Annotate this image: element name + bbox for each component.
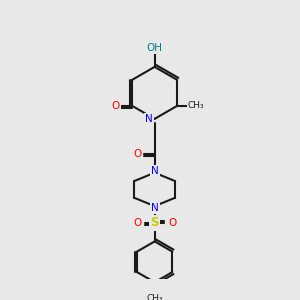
Text: CH₃: CH₃ [146,295,163,300]
Text: OH: OH [147,43,163,53]
Text: N: N [145,114,153,124]
Text: O: O [134,149,142,159]
Text: O: O [133,218,141,228]
Text: CH₃: CH₃ [188,101,204,110]
Text: N: N [151,166,158,176]
Text: N: N [151,203,158,213]
Text: S: S [150,216,159,229]
Text: O: O [168,218,176,228]
Text: O: O [111,101,119,111]
